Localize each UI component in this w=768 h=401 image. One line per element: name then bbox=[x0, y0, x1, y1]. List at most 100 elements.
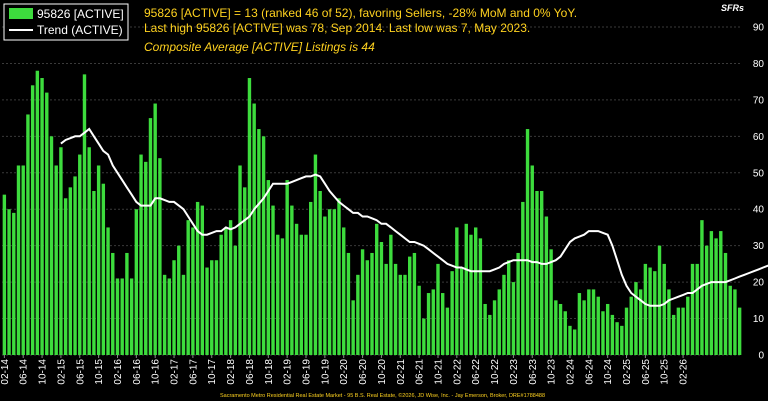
bar bbox=[615, 322, 619, 355]
bar bbox=[563, 311, 567, 355]
bar bbox=[436, 263, 440, 355]
x-tick-labels: 02-14 06-14 10-14 02-15 06-15 10-15 02-16 06-16… bbox=[0, 355, 690, 385]
x-tick-label: 06-14 bbox=[19, 359, 30, 385]
bar bbox=[535, 191, 539, 355]
bar bbox=[332, 209, 336, 355]
bar bbox=[40, 78, 44, 356]
bar bbox=[351, 300, 355, 355]
x-tick-label: 06-21 bbox=[415, 359, 426, 385]
bar bbox=[516, 252, 520, 355]
bar bbox=[408, 256, 412, 355]
bar bbox=[148, 118, 153, 355]
bar bbox=[657, 245, 662, 355]
bar bbox=[318, 191, 322, 355]
bar bbox=[676, 307, 681, 355]
bar bbox=[2, 194, 7, 355]
bar bbox=[304, 234, 308, 355]
bar bbox=[257, 129, 261, 355]
bar bbox=[30, 85, 35, 356]
trend-line bbox=[60, 127, 768, 307]
bar bbox=[252, 103, 256, 356]
x-tick-label: 02-22 bbox=[452, 359, 463, 385]
bar bbox=[177, 245, 181, 355]
bar bbox=[195, 201, 200, 355]
y-tick-label: 90 bbox=[753, 23, 765, 34]
x-tick-label: 10-23 bbox=[547, 359, 558, 385]
sfr-corner-label: SFRs bbox=[721, 3, 744, 13]
bar bbox=[393, 263, 398, 355]
bar bbox=[728, 285, 732, 355]
bar bbox=[634, 282, 638, 355]
bar bbox=[261, 136, 266, 355]
x-tick-label: 10-22 bbox=[490, 359, 501, 385]
x-tick-label: 10-18 bbox=[264, 359, 275, 385]
bar bbox=[648, 267, 652, 355]
bar bbox=[125, 252, 129, 355]
bar bbox=[719, 231, 723, 355]
bar bbox=[370, 252, 374, 355]
bar bbox=[568, 325, 572, 355]
x-tick-label: 02-26 bbox=[679, 359, 690, 385]
bar bbox=[280, 238, 285, 355]
x-tick-label: 10-19 bbox=[320, 359, 331, 385]
footer-credit: Sacramento Metro Residential Real Estate… bbox=[220, 392, 545, 399]
bar bbox=[144, 161, 148, 355]
x-tick-label: 02-19 bbox=[283, 359, 294, 385]
bar bbox=[92, 191, 96, 355]
x-tick-label: 10-20 bbox=[377, 359, 388, 385]
bar bbox=[158, 158, 162, 355]
bar bbox=[525, 129, 530, 355]
bar bbox=[695, 263, 699, 355]
bar bbox=[323, 216, 327, 355]
bar bbox=[643, 263, 648, 355]
bar bbox=[502, 274, 506, 355]
bar bbox=[12, 212, 16, 355]
bar bbox=[530, 165, 534, 355]
bar bbox=[205, 267, 209, 355]
bar bbox=[426, 293, 431, 355]
info-line-1: 95826 [ACTIVE] = 13 (ranked 46 of 52), f… bbox=[144, 6, 577, 20]
x-tick-label: 02-15 bbox=[56, 359, 67, 385]
bar bbox=[554, 300, 558, 355]
bar bbox=[299, 234, 303, 355]
bar bbox=[186, 220, 190, 355]
info-line-2: Last high 95826 [ACTIVE] was 78, Sep 201… bbox=[144, 21, 530, 35]
bar bbox=[26, 114, 30, 355]
bar bbox=[737, 307, 742, 355]
bar bbox=[191, 227, 195, 355]
bar bbox=[200, 205, 205, 355]
bar bbox=[356, 274, 360, 355]
bar bbox=[591, 289, 596, 355]
bar bbox=[181, 274, 186, 355]
bar bbox=[115, 278, 120, 355]
bar bbox=[210, 260, 214, 355]
bar bbox=[59, 147, 63, 355]
bar bbox=[172, 260, 176, 355]
bar bbox=[96, 165, 101, 355]
bar bbox=[139, 154, 143, 355]
bar bbox=[403, 274, 407, 355]
x-tick-label: 10-14 bbox=[38, 359, 49, 385]
y-tick-label: 60 bbox=[753, 132, 765, 143]
x-tick-label: 02-21 bbox=[396, 359, 407, 385]
bar bbox=[450, 271, 454, 355]
x-tick-label: 06-22 bbox=[471, 359, 482, 385]
bar bbox=[87, 147, 91, 355]
bar bbox=[16, 165, 21, 355]
x-tick-label: 02-14 bbox=[0, 359, 11, 385]
bar bbox=[228, 220, 233, 355]
bar bbox=[63, 198, 68, 355]
x-tick-label: 06-19 bbox=[302, 359, 313, 385]
bar bbox=[445, 307, 450, 355]
x-tick-label: 06-16 bbox=[132, 359, 143, 385]
bar bbox=[346, 252, 351, 355]
bar bbox=[506, 260, 511, 355]
legend-line-label: Trend (ACTIVE) bbox=[37, 23, 123, 37]
bar bbox=[638, 289, 643, 355]
bar bbox=[577, 293, 582, 355]
legend: 95826 [ACTIVE] Trend (ACTIVE) bbox=[3, 3, 129, 41]
bar bbox=[455, 227, 459, 355]
bar bbox=[238, 165, 242, 355]
bar bbox=[290, 205, 294, 355]
